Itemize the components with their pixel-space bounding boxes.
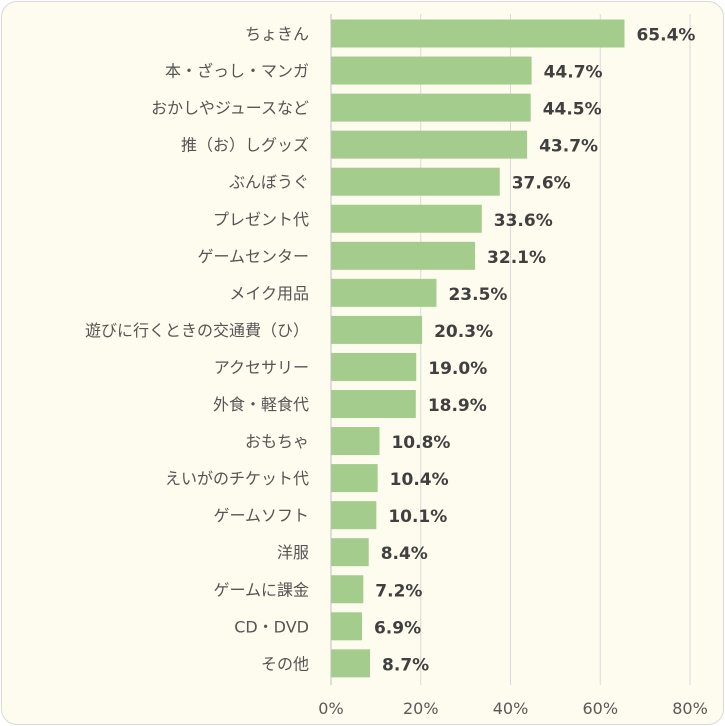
x-tick-label: 0%: [318, 699, 343, 718]
data-label: 18.9%: [428, 396, 487, 416]
x-tick-labels: 0% 20% 40% 60% 80%: [318, 699, 707, 718]
category-label: おもちゃ: [245, 432, 309, 451]
bars: [331, 19, 625, 678]
x-tick-label: 60%: [582, 699, 618, 718]
category-label: ゲームセンター: [197, 247, 309, 266]
category-label: 外食・軽食代: [213, 395, 309, 414]
category-label: 推（お）しグッズ: [181, 136, 309, 155]
x-tick-label: 80%: [672, 699, 708, 718]
category-label: 遊びに行くときの交通費（ひ）: [85, 321, 309, 340]
bar: [331, 278, 437, 307]
bar: [331, 130, 528, 159]
category-label: ゲームに課金: [213, 580, 309, 599]
category-label: ゲームソフト: [213, 506, 309, 525]
category-label: アクセサリー: [214, 358, 309, 377]
category-label: メイク用品: [229, 284, 309, 303]
bar: [331, 612, 362, 641]
x-tick-label: 40%: [493, 699, 529, 718]
bar: [331, 19, 625, 48]
x-tick-label: 20%: [403, 699, 439, 718]
data-label: 8.4%: [381, 544, 428, 564]
bar: [331, 649, 371, 678]
bar: [331, 241, 476, 270]
data-label: 10.8%: [391, 433, 450, 453]
category-label: ちょきん: [245, 25, 309, 44]
bar: [331, 464, 378, 493]
data-label: 8.7%: [382, 655, 429, 675]
data-label: 7.2%: [375, 581, 422, 601]
data-label: 44.7%: [544, 63, 603, 83]
data-label: 37.6%: [512, 174, 571, 194]
category-label: おかしやジュースなど: [151, 99, 309, 118]
category-label: 本・ざっし・マンガ: [165, 62, 309, 81]
data-label: 6.9%: [374, 618, 421, 638]
data-label: 44.5%: [543, 100, 602, 120]
data-label: 65.4%: [636, 26, 695, 46]
category-label: 洋服: [277, 543, 309, 562]
category-label: えいがのチケット代: [165, 469, 309, 488]
value-labels: 65.4% 44.7% 44.5% 43.7% 37.6% 33.6% 32.1% 23.5%…: [374, 26, 696, 676]
bar: [331, 427, 380, 456]
bar: [331, 352, 417, 381]
data-label: 10.4%: [390, 470, 449, 490]
category-label: CD・DVD: [234, 617, 309, 636]
bar: [331, 315, 423, 344]
category-label: その他: [261, 654, 309, 673]
bar: [331, 56, 532, 85]
data-label: 43.7%: [539, 137, 598, 157]
bar: [331, 93, 531, 122]
data-label: 20.3%: [434, 322, 493, 342]
category-labels: ちょきん本・ざっし・マンガおかしやジュースなど推（お）しグッズぶんぼうぐプレゼン…: [85, 25, 309, 674]
gridlines: [420, 14, 691, 685]
bar: [331, 167, 500, 196]
bar: [331, 501, 377, 530]
data-label: 33.6%: [494, 211, 553, 231]
data-label: 10.1%: [388, 507, 447, 527]
data-label: 23.5%: [448, 285, 507, 305]
bar: [331, 390, 416, 418]
bar: [331, 204, 482, 233]
data-label: 19.0%: [428, 359, 487, 379]
data-label: 32.1%: [487, 248, 546, 268]
bar: [331, 575, 364, 604]
category-label: ぶんぼうぐ: [229, 173, 309, 192]
category-label: プレゼント代: [213, 210, 309, 229]
bar: [331, 538, 369, 567]
